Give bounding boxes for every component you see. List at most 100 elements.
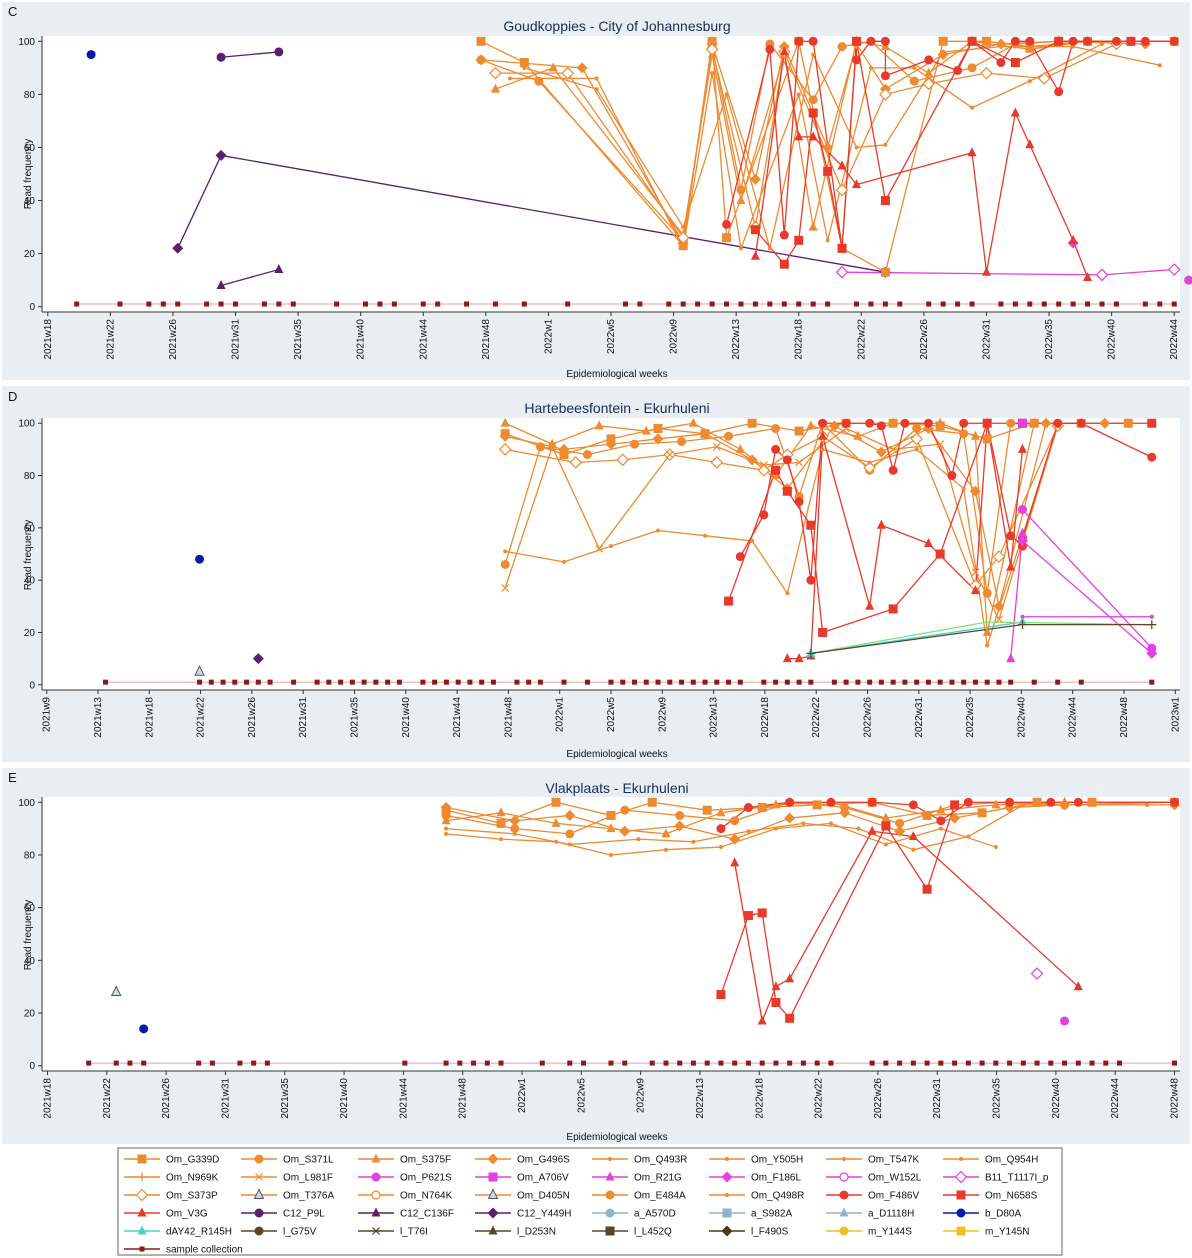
data-point-c12-y449h	[215, 149, 227, 161]
data-point-sample-collection	[910, 1060, 916, 1066]
legend-entry-om-p621s: Om_P621S	[358, 1172, 452, 1184]
panel-c-x-axis-label: Epidemiological weeks	[566, 369, 667, 380]
data-point-sample-collection	[251, 1060, 257, 1066]
data-point-om-n658s	[935, 549, 945, 559]
data-point-om-f486v	[808, 36, 818, 46]
legend-swatch-marker	[839, 1190, 849, 1200]
x-tick-label: 2022w5	[576, 1078, 587, 1113]
data-point-om-v3g	[908, 831, 918, 841]
panel-d-series-markers	[102, 417, 1158, 685]
legend-label: Om_Q493R	[634, 1155, 687, 1166]
data-point-om-f486v	[818, 418, 828, 428]
data-point-sample-collection	[220, 679, 226, 685]
data-point-sample-collection	[796, 301, 802, 307]
data-point-om-l981f	[548, 442, 557, 451]
data-point-om-q493r	[724, 92, 729, 97]
legend-entry-om-g339d: Om_G339D	[124, 1154, 219, 1166]
legend-entry-l-l452q: l_L452Q	[592, 1226, 672, 1238]
data-point-sample-collection	[767, 301, 773, 307]
data-point-om-s371l	[630, 439, 640, 449]
data-point-sample-collection	[490, 679, 496, 685]
data-point-om-l981f	[665, 450, 674, 459]
data-point-om-g496s	[652, 433, 664, 445]
data-point-sample-collection	[1056, 301, 1062, 307]
legend-label: l_D253N	[517, 1227, 556, 1238]
data-point-om-q493r	[691, 839, 696, 844]
data-point-om-s373p	[489, 66, 502, 80]
legend-swatch-marker	[608, 1157, 612, 1161]
data-point-om-f486v	[1140, 36, 1150, 46]
x-tick-label: 2022w13	[731, 319, 742, 360]
data-point-om-f486v	[771, 444, 781, 454]
data-point-sample-collection	[402, 1060, 408, 1066]
data-point-sample-collection	[385, 679, 391, 685]
data-point-om-s375f	[924, 67, 934, 77]
data-point-om-w152l	[835, 265, 849, 279]
data-point-sample-collection	[1099, 301, 1105, 307]
data-point-om-w152l	[1030, 967, 1044, 980]
data-point-sample-collection	[773, 1060, 779, 1066]
data-point-om-s373p	[561, 66, 575, 80]
x-tick-label: 2022w18	[760, 697, 771, 738]
data-point-sample-collection	[825, 301, 831, 307]
legend-entries: Om_G339D Om_S371L Om_S375F Om_G496S Om_Q493R…	[124, 1153, 1049, 1256]
data-point-om-s371l	[771, 423, 781, 433]
data-point-om-g496s	[558, 443, 570, 455]
x-tick-label: 2022w13	[695, 1078, 706, 1119]
data-point-om-f486v	[841, 418, 851, 428]
data-point-sample-collection	[537, 679, 543, 685]
legend-label: m_Y145N	[985, 1227, 1029, 1238]
data-point-sample-collection	[443, 679, 449, 685]
data-point-om-s375f	[735, 443, 745, 453]
data-point-om-f486v	[759, 510, 769, 520]
data-point-sample-collection	[232, 679, 238, 685]
data-point-sample-collection	[854, 301, 860, 307]
data-point-sample-collection	[1007, 1060, 1013, 1066]
legend-label: B11_T1117I_p	[985, 1173, 1049, 1184]
data-point-om-g496s	[1099, 417, 1111, 429]
x-tick-label: 2021w22	[196, 697, 207, 738]
data-point-om-v3g	[982, 417, 992, 427]
data-point-sample-collection	[938, 1060, 944, 1066]
legend-label: Om_G496S	[517, 1155, 570, 1166]
panel-c-axes: 0 20 40 60 80 100 2021w18 2021w22 2021w26 2021w31…	[18, 36, 1180, 360]
data-point-om-g339d	[647, 797, 657, 807]
legend-swatch-marker	[721, 1225, 733, 1237]
legend-swatch-marker	[956, 1226, 966, 1236]
data-point-om-l981f	[501, 584, 510, 592]
data-point-om-g339d	[722, 233, 732, 243]
data-point-om-g496s	[674, 820, 686, 832]
x-tick-label: 2021w35	[280, 1078, 291, 1119]
data-point-om-q493r	[767, 246, 772, 251]
legend-swatch-marker	[956, 1208, 966, 1218]
data-point-om-e484a	[914, 447, 919, 452]
data-point-om-e484a	[820, 447, 825, 452]
legend-label: Om_F486V	[868, 1191, 919, 1202]
data-point-om-s371l	[808, 95, 818, 105]
data-point-sample-collection	[290, 301, 296, 307]
legend-swatch-marker	[839, 1172, 849, 1182]
data-point-om-s375f	[661, 828, 671, 838]
legend-label: Om_N658S	[985, 1191, 1038, 1202]
legend-entry-l-t76i: l_T76I	[358, 1227, 428, 1238]
data-point-sample-collection	[1075, 1060, 1081, 1066]
data-point-om-n658s	[757, 908, 767, 918]
data-point-om-g496s	[937, 49, 949, 61]
x-tick-label: 2021w31	[298, 697, 309, 738]
panel-e-title: Vlakplaats - Ekurhuleni	[545, 780, 688, 796]
panel-e-axes: 0 20 40 60 80 100 2021w18 2021w22 2021w26 2021w31…	[18, 797, 1181, 1119]
legend-entry-om-n658s: Om_N658S	[943, 1190, 1038, 1202]
legend-swatch-marker	[722, 1208, 732, 1218]
data-point-om-v3g	[782, 653, 792, 663]
legend-entry-c12-c136f: C12_C136F	[358, 1207, 454, 1220]
data-point-sample-collection	[993, 1060, 999, 1066]
data-point-om-q493r	[636, 837, 641, 842]
data-point-om-s373p	[835, 183, 849, 197]
data-point-sample-collection	[632, 679, 638, 685]
data-point-om-n658s	[888, 604, 898, 614]
data-point-om-f486v	[1068, 36, 1078, 46]
y-tick-label: 100	[18, 37, 35, 48]
data-point-om-n658s	[724, 596, 734, 606]
data-point-om-s371l	[500, 559, 510, 569]
data-point-om-g339d	[519, 58, 529, 68]
